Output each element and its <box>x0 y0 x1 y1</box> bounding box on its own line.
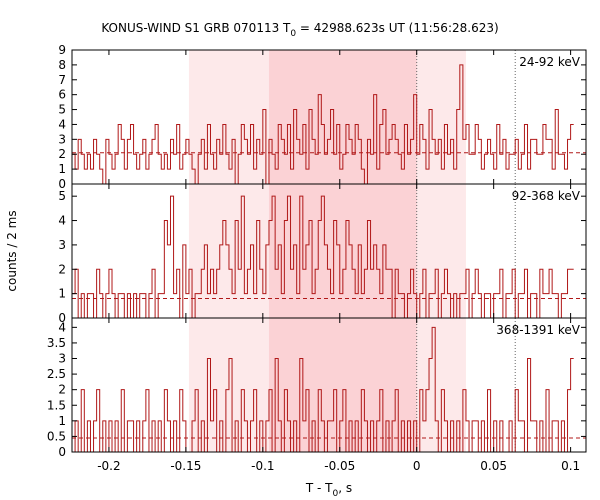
y-tick-label: 2 <box>58 262 66 276</box>
x-tick-label: -0.1 <box>251 459 274 473</box>
y-tick-label: 9 <box>58 43 66 57</box>
y-tick-label: 3.5 <box>47 336 66 350</box>
panel-2: 0 1 2 3 4 5 92-368 keV <box>58 183 587 325</box>
x-tick-label: 0 <box>413 459 421 473</box>
y-tick-label: 0 <box>58 177 66 191</box>
x-tick-label: 0.05 <box>480 459 507 473</box>
y-tick-label: 8 <box>58 58 66 72</box>
energy-band-label: 92-368 keV <box>512 189 581 203</box>
y-tick-label: 3 <box>58 238 66 252</box>
y-tick-label: 1 <box>58 414 66 428</box>
shaded-interval-dark <box>268 184 417 318</box>
y-tick-label: 0 <box>58 311 66 325</box>
y-tick-label: 2.5 <box>47 367 66 381</box>
y-tick-label: 2 <box>58 383 66 397</box>
y-tick-label: 0 <box>58 445 66 459</box>
x-axis-label: T - T0, s <box>305 481 352 499</box>
panel-3: 0 0.51 1.52 2.53 3.5 4 368-1391 keV <box>47 317 587 459</box>
y-tick-label: 1.5 <box>47 398 66 412</box>
x-tick-label: 0.1 <box>561 459 580 473</box>
y-tick-label: 2 <box>58 147 66 161</box>
y-tick-label: 5 <box>58 103 66 117</box>
shaded-interval-dark <box>268 318 417 452</box>
panel-frame <box>71 317 587 453</box>
y-tick-label: 4 <box>58 214 66 228</box>
x-tick-label: -0.2 <box>97 459 120 473</box>
y-tick-label: 4 <box>58 320 66 334</box>
y-tick-label: 4 <box>58 117 66 131</box>
x-tick-label: -0.15 <box>170 459 201 473</box>
chart-title: KONUS-WIND S1 GRB 070113 T0 = 42988.623s… <box>101 21 498 39</box>
y-tick-label: 0.5 <box>47 429 66 443</box>
y-tick-label: 1 <box>58 287 66 301</box>
y-tick-label: 3 <box>58 352 66 366</box>
y-tick-label: 7 <box>58 73 66 87</box>
x-tick-label: -0.05 <box>324 459 355 473</box>
y-tick-label: 6 <box>58 88 66 102</box>
y-axis-label: counts / 2 ms <box>5 210 19 291</box>
energy-band-label: 24-92 keV <box>519 55 581 69</box>
histogram-series <box>72 64 574 185</box>
y-tick-label: 1 <box>58 162 66 176</box>
y-tick-label: 3 <box>58 132 66 146</box>
y-tick-label: 5 <box>58 189 66 203</box>
energy-band-label: 368-1391 keV <box>496 323 580 337</box>
